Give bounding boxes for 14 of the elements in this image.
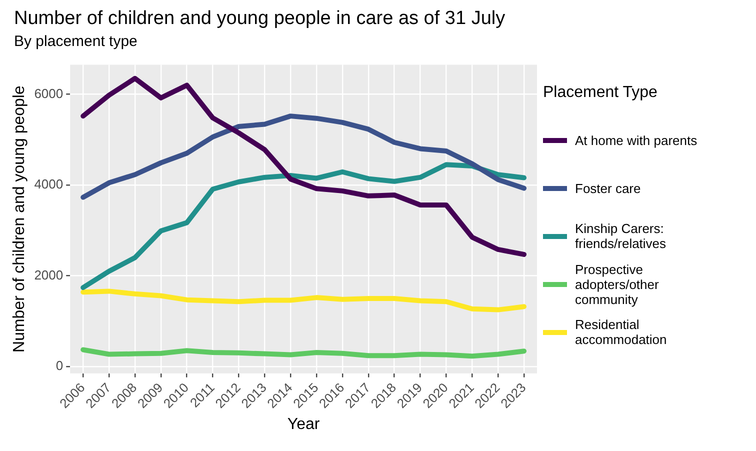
y-tick-label: 6000 — [34, 86, 64, 101]
chart-subtitle: By placement type — [14, 33, 138, 50]
y-tick-label: 4000 — [34, 176, 64, 192]
legend-label: At home with parents — [575, 132, 698, 148]
y-tick-label: 2000 — [34, 267, 64, 282]
legend-label: Kinship Carers: friends/relatives — [575, 221, 668, 251]
legend-label: Foster care — [575, 180, 642, 196]
x-axis-title: Year — [287, 416, 320, 433]
y-axis-title: Number of children and young people — [11, 86, 28, 352]
legend-title: Placement Type — [543, 84, 658, 102]
legend-label: Residential accommodation — [575, 317, 668, 347]
legend-label: Prospective adopters/other community — [575, 262, 660, 306]
y-tick-label: 0 — [56, 358, 64, 374]
chart-title: Number of children and young people in care as of 31 July — [14, 8, 506, 30]
